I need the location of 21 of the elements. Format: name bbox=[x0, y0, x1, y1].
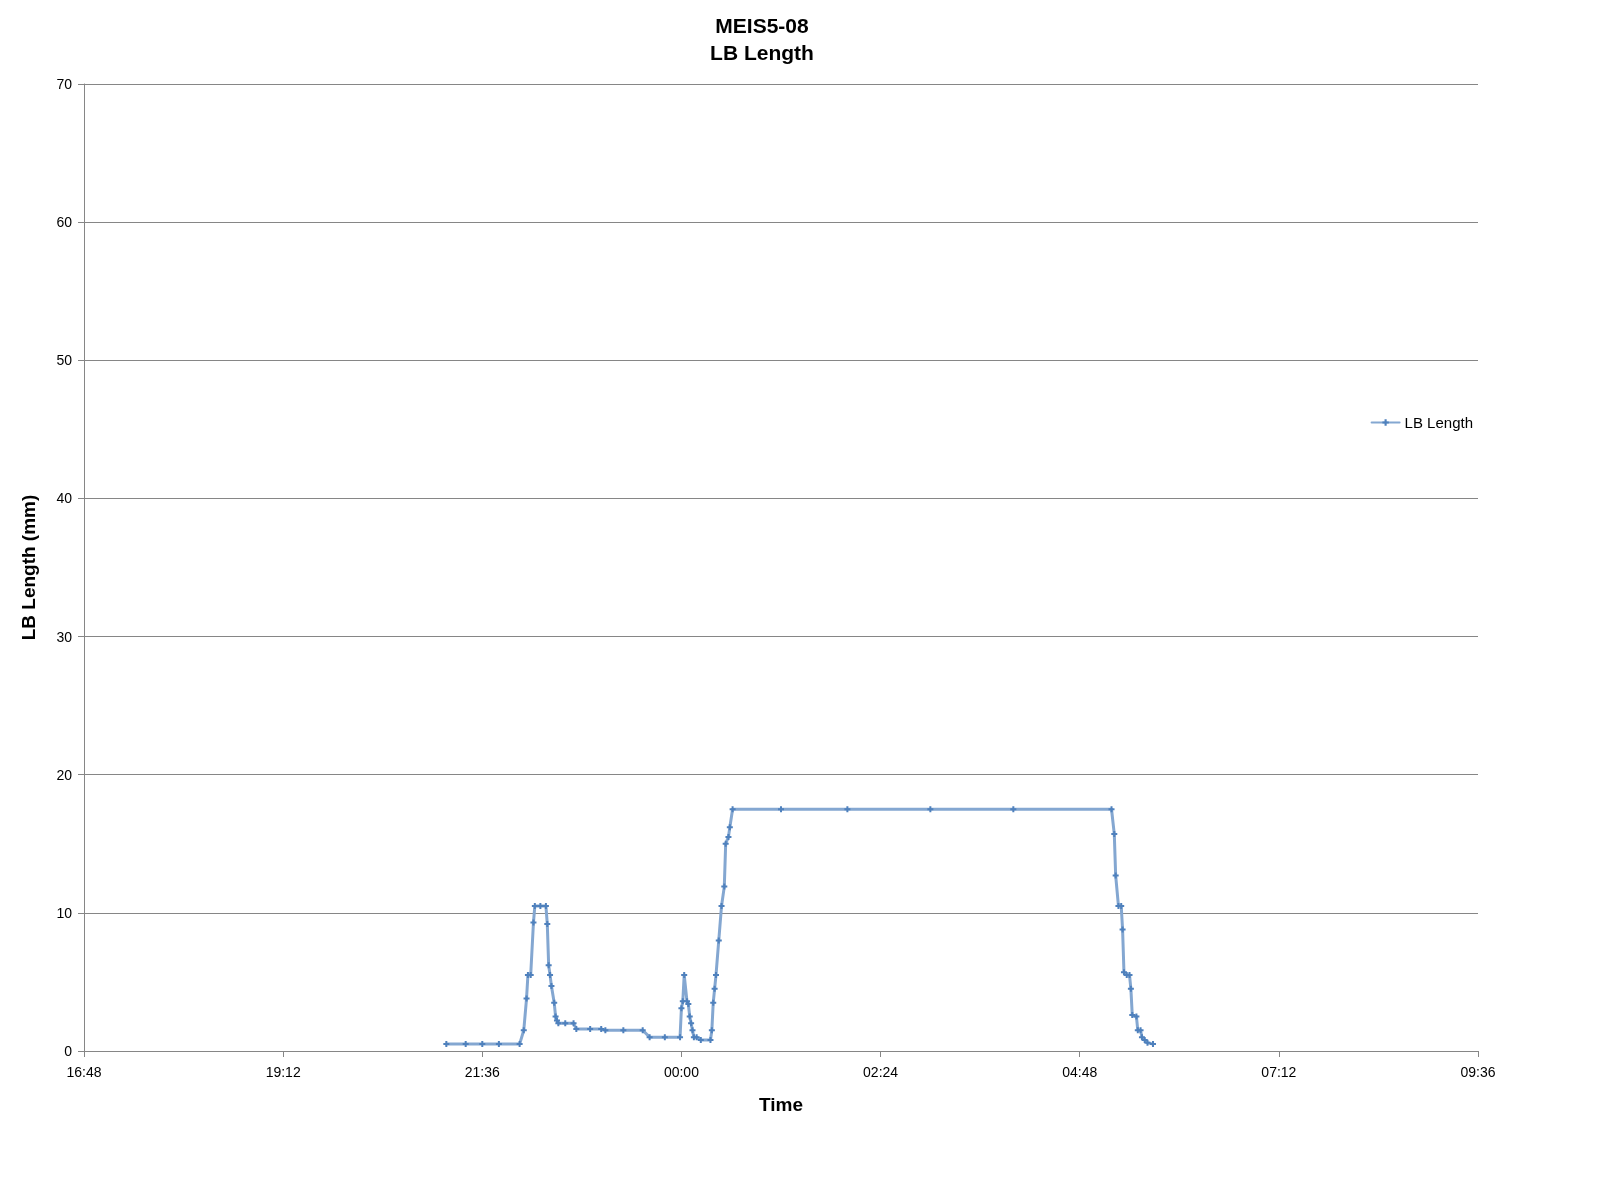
y-tick-label: 60 bbox=[56, 214, 73, 231]
y-tick-label: 40 bbox=[56, 490, 73, 507]
y-axis-title: LB Length (mm) bbox=[18, 494, 39, 641]
y-tick-label: 30 bbox=[56, 628, 73, 645]
y-tick-label: 50 bbox=[56, 352, 73, 369]
chart-title: MEIS5-08 bbox=[715, 14, 810, 37]
x-tick-label: 16:48 bbox=[66, 1064, 102, 1080]
x-axis-title: Time bbox=[758, 1094, 804, 1115]
x-tick-label: 09:36 bbox=[1460, 1064, 1496, 1080]
y-tick-label: 20 bbox=[56, 766, 73, 783]
x-tick-label: 02:24 bbox=[863, 1064, 899, 1080]
x-tick-label: 04:48 bbox=[1062, 1064, 1098, 1080]
chart-subtitle: LB Length bbox=[710, 41, 814, 64]
y-tick-label: 0 bbox=[64, 1043, 73, 1059]
x-tick-label: 07:12 bbox=[1261, 1064, 1297, 1080]
y-tick-label: 10 bbox=[56, 904, 73, 921]
y-tick-label: 70 bbox=[56, 76, 73, 92]
x-tick-label: 21:36 bbox=[464, 1064, 501, 1080]
legend-label: LB Length bbox=[1404, 414, 1474, 431]
x-tick-label: 19:12 bbox=[265, 1064, 301, 1080]
x-tick-label: 00:00 bbox=[663, 1064, 700, 1080]
